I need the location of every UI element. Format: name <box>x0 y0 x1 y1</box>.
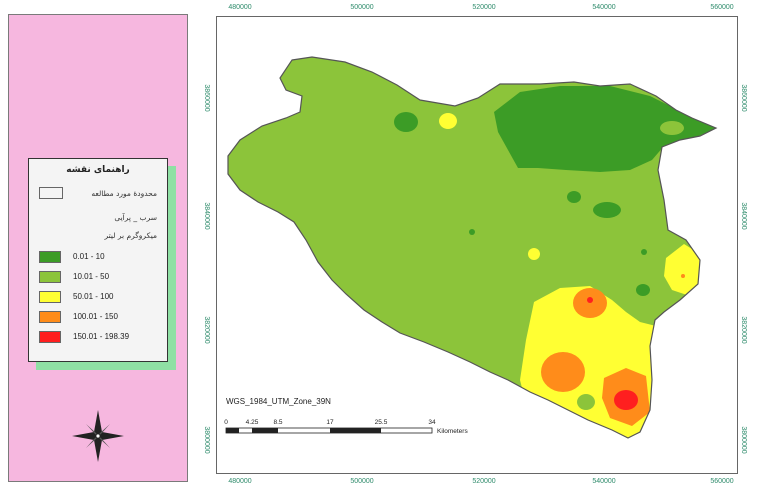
zone-0-10-small <box>469 229 475 235</box>
y-tick-left: 3820000 <box>203 316 210 344</box>
zone-0-10-small <box>641 249 647 255</box>
y-tick-right: 3800000 <box>740 426 747 454</box>
zone-50-100-east <box>664 244 702 296</box>
x-tick-top: 520000 <box>472 4 496 11</box>
x-tick-top: 540000 <box>592 4 616 11</box>
zone-10-50-patch <box>577 394 595 410</box>
zone-150-198 <box>614 390 638 410</box>
zone-100-150-point <box>681 274 685 278</box>
x-tick-bottom: 520000 <box>472 478 496 485</box>
legend-swatch-class-3 <box>39 291 61 303</box>
scale-label: 25.5 <box>374 419 388 426</box>
x-tick-bottom: 500000 <box>350 478 374 485</box>
scale-label: 17 <box>326 419 334 426</box>
study-area-boundary <box>227 56 718 439</box>
zone-10-50-patch <box>660 121 684 135</box>
y-tick-right: 3860000 <box>740 84 747 112</box>
zone-0-10-northeast <box>494 86 716 172</box>
map-legend: راهنمای نقشه محدودهٔ مورد مطالعه سرب _ پ… <box>28 158 168 362</box>
legend-label-class-1: 0.01 - 10 <box>73 252 105 261</box>
legend-label-class-3: 50.01 - 100 <box>73 292 114 301</box>
legend-boundary-swatch <box>39 187 63 199</box>
legend-label-class-2: 10.01 - 50 <box>73 272 110 281</box>
zone-100-150 <box>541 352 585 392</box>
y-tick-left: 3840000 <box>203 202 210 230</box>
legend-boundary-label: محدودهٔ مورد مطالعه <box>91 189 157 198</box>
scale-label: 34 <box>428 419 436 426</box>
zone-0-10-small <box>593 202 621 218</box>
zone-150-198-point <box>587 297 593 303</box>
x-tick-top: 560000 <box>710 4 734 11</box>
x-tick-bottom: 560000 <box>710 478 734 485</box>
legend-swatch-class-4 <box>39 311 61 323</box>
legend-swatch-class-5 <box>39 331 61 343</box>
legend-label-class-4: 100.01 - 150 <box>73 312 118 321</box>
scale-label: 0 <box>224 419 228 426</box>
zone-0-10-small <box>394 112 418 132</box>
x-tick-top: 480000 <box>228 4 252 11</box>
scale-label: 8.5 <box>273 419 283 426</box>
x-tick-bottom: 480000 <box>228 478 252 485</box>
zone-50-100-small <box>439 113 457 129</box>
y-tick-left: 3800000 <box>203 426 210 454</box>
legend-swatch-class-1 <box>39 251 61 263</box>
legend-label-class-5: 150.01 - 198.39 <box>73 332 130 341</box>
scale-unit-label: Kilometers <box>437 428 468 435</box>
legend-layer-title: سرب _ پرآیی <box>114 213 157 222</box>
legend-title: راهنمای نقشه <box>66 165 130 175</box>
scale-label: 4.25 <box>245 419 259 426</box>
y-tick-right: 3840000 <box>740 202 747 230</box>
projection-label: WGS_1984_UTM_Zone_39N <box>226 397 331 406</box>
x-tick-top: 500000 <box>350 4 374 11</box>
legend-swatch-class-2 <box>39 271 61 283</box>
y-tick-right: 3820000 <box>740 316 747 344</box>
x-tick-bottom: 540000 <box>592 478 616 485</box>
zone-0-10-small <box>636 284 650 296</box>
y-tick-left: 3860000 <box>203 84 210 112</box>
legend-unit-label: میکروگرم بر لیتر <box>104 231 157 240</box>
zone-50-100-small <box>528 248 540 260</box>
scale-bar <box>225 427 433 434</box>
zone-0-10-small <box>567 191 581 203</box>
north-arrow-compass-icon <box>72 410 124 462</box>
